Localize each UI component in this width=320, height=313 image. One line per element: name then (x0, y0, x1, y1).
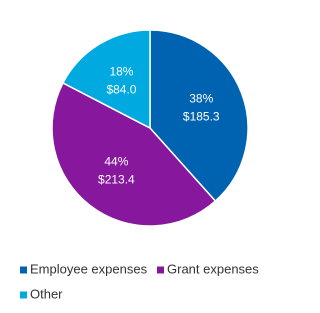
legend-swatch (20, 266, 27, 274)
legend-swatch (20, 291, 27, 299)
chart: 38% $185.3 44% $213.4 18% $84.0 Employee expen… (20, 29, 259, 301)
legend-label: Other (30, 286, 63, 301)
percent-label: 18% (109, 64, 133, 78)
legend-swatch (157, 266, 164, 274)
percent-label: 38% (189, 92, 213, 106)
value-label: $213.4 (98, 173, 135, 187)
percent-label: 44% (104, 155, 128, 169)
legend-label: Grant expenses (167, 261, 259, 276)
pie-slice (149, 29, 249, 203)
value-label: $84.0 (106, 82, 136, 96)
pie-slice (51, 81, 217, 227)
value-label: $185.3 (183, 110, 220, 124)
legend-label: Employee expenses (30, 261, 148, 276)
pie-slice (61, 29, 151, 130)
